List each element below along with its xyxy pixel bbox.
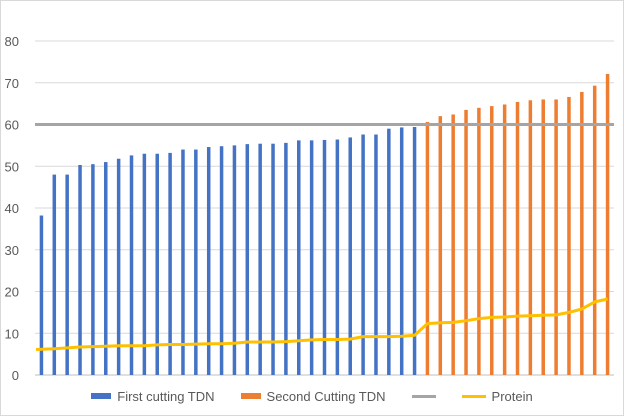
bar-first-cutting — [142, 153, 147, 375]
bar-first-cutting — [39, 215, 44, 375]
bar-first-cutting — [232, 145, 237, 375]
bar-first-cutting — [284, 142, 288, 375]
bar-first-cutting — [258, 143, 262, 375]
bar-first-cutting — [374, 134, 378, 375]
bar-first-cutting — [399, 127, 404, 375]
legend-label-first-cutting-tdn: First cutting TDN — [117, 388, 215, 404]
bar-second-cutting — [502, 104, 507, 376]
bar-first-cutting — [116, 158, 121, 375]
bar-first-cutting — [309, 140, 314, 375]
legend-item-threshold — [411, 394, 436, 398]
bar-second-cutting — [541, 99, 545, 375]
y-tick-label: 80 — [5, 34, 19, 49]
legend-item-protein: Protein — [461, 388, 533, 404]
bar-first-cutting — [245, 144, 250, 375]
bar-second-cutting — [451, 114, 455, 375]
plot-area: 0 10 20 30 40 50 60 70 80 — [5, 34, 614, 383]
bar-second-cutting — [567, 96, 571, 375]
bar-first-cutting — [387, 128, 391, 375]
bar-second-cutting — [528, 100, 533, 375]
legend-swatch-protein — [461, 394, 486, 398]
bar-second-cutting — [592, 85, 597, 376]
bar-first-cutting — [104, 162, 108, 375]
bar-second-cutting — [554, 99, 558, 375]
bar-second-cutting — [605, 73, 610, 376]
legend-item-first-cutting-tdn: First cutting TDN — [91, 388, 215, 404]
bar-first-cutting — [219, 146, 224, 375]
bar-first-cutting — [271, 143, 275, 375]
legend-swatch-first-cutting-tdn — [91, 393, 112, 399]
y-tick-label: 20 — [5, 285, 19, 300]
bar-second-cutting — [490, 106, 494, 375]
y-tick-label: 60 — [5, 118, 19, 133]
bar-second-cutting — [515, 101, 520, 375]
bar-first-cutting — [297, 140, 301, 375]
bar-first-cutting — [91, 164, 95, 375]
legend-label-second-cutting-tdn: Second Cutting TDN — [266, 388, 386, 404]
bar-first-cutting — [322, 139, 327, 375]
legend: First cutting TDN Second Cutting TDN Pro… — [1, 387, 623, 405]
bar-second-cutting — [580, 91, 584, 375]
bar-first-cutting — [181, 149, 185, 375]
bar-first-cutting — [206, 147, 211, 375]
bar-first-cutting — [155, 153, 159, 375]
y-tick-label: 30 — [5, 243, 19, 258]
bar-second-cutting — [438, 116, 443, 376]
bar-first-cutting — [335, 139, 340, 375]
bar-second-cutting — [464, 109, 468, 375]
y-tick-label: 70 — [5, 76, 19, 91]
bar-first-cutting — [348, 137, 352, 375]
bar-first-cutting — [194, 149, 198, 375]
legend-swatch-second-cutting-tdn — [240, 393, 261, 399]
bar-first-cutting — [412, 127, 417, 375]
legend-label-protein: Protein — [491, 388, 533, 404]
legend-swatch-threshold — [411, 394, 436, 398]
bar-first-cutting — [361, 134, 365, 375]
bar-first-cutting — [129, 155, 134, 375]
bar-first-cutting — [65, 174, 69, 375]
bar-first-cutting — [78, 164, 82, 375]
legend-item-second-cutting-tdn: Second Cutting TDN — [240, 388, 386, 404]
y-tick-label: 50 — [5, 159, 19, 174]
line-protein — [35, 297, 608, 351]
bar-first-cutting — [52, 174, 57, 375]
bar-first-cutting — [168, 152, 172, 375]
bar-second-cutting — [477, 107, 481, 376]
y-tick-label: 10 — [5, 326, 19, 341]
y-tick-label: 40 — [5, 201, 19, 216]
y-tick-label: 0 — [12, 368, 19, 383]
bar-second-cutting — [425, 121, 430, 376]
